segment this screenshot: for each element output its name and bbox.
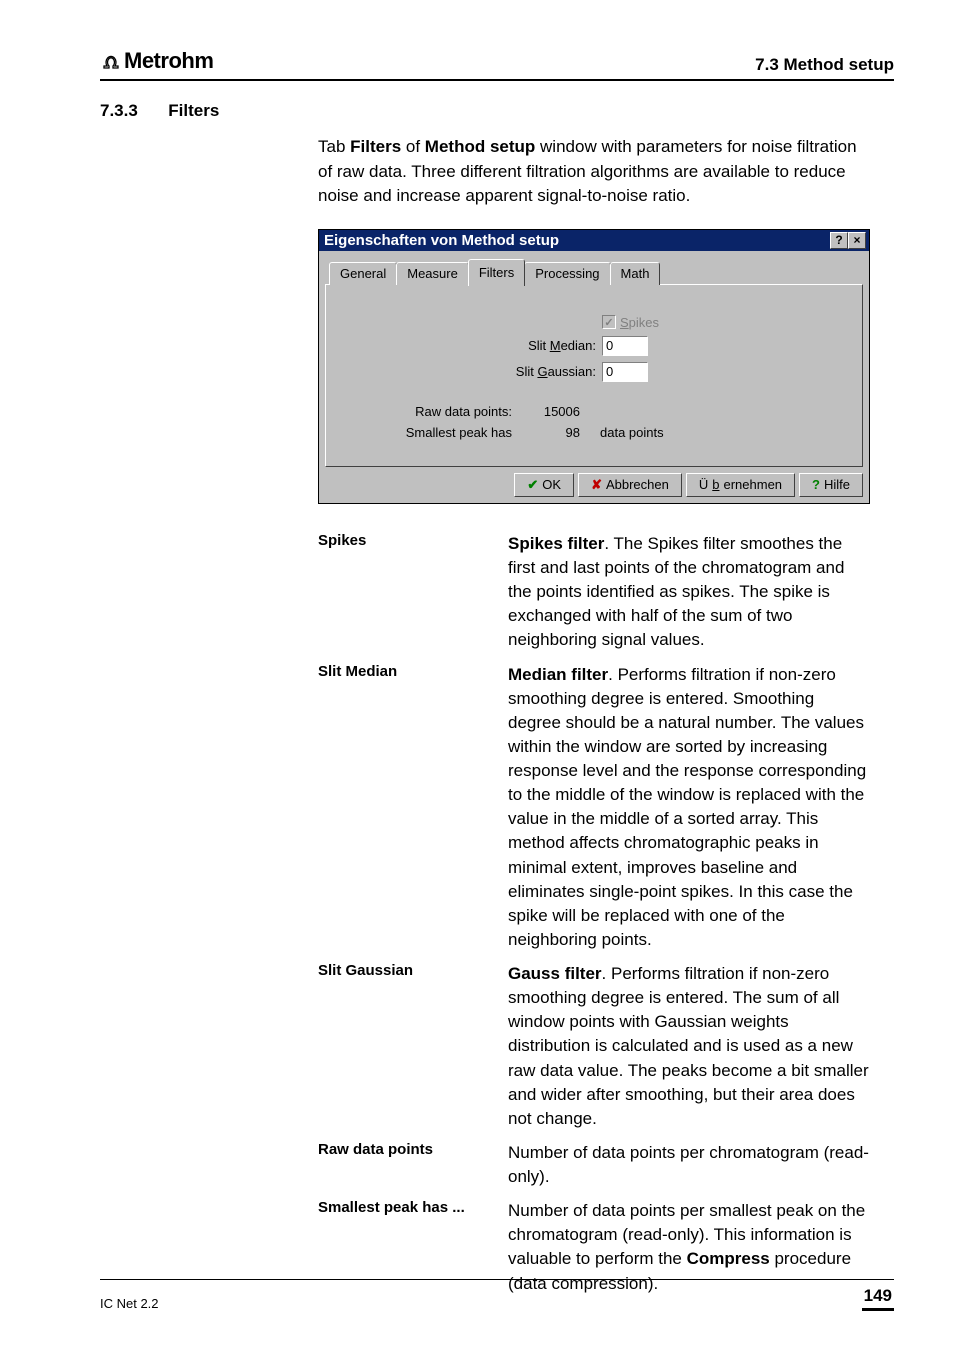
smallest-peak-label: Smallest peak has: [336, 425, 512, 440]
header-section-path: 7.3 Method setup: [755, 55, 894, 75]
tab-measure[interactable]: Measure: [396, 262, 469, 285]
check-icon: ✔: [527, 477, 538, 493]
filters-panel: ✓ Spikes Slit Median: 0 Slit Gaussian: 0: [325, 284, 863, 467]
def-spikes: Spikes Spikes filter. The Spikes filter …: [318, 532, 870, 653]
slit-gaussian-label: Slit Gaussian:: [336, 364, 596, 379]
page-number: 149: [862, 1286, 894, 1311]
def-slit-median: Slit Median Median filter. Performs filt…: [318, 663, 870, 953]
dialog-titlebar[interactable]: Eigenschaften von Method setup ? ×: [319, 230, 869, 251]
spikes-checkbox[interactable]: ✓ Spikes: [602, 315, 659, 330]
tab-general[interactable]: General: [329, 262, 397, 285]
omega-icon: [100, 52, 122, 70]
slit-median-input[interactable]: 0: [602, 336, 648, 356]
brand-text: Metrohm: [124, 48, 213, 74]
dialog-title: Eigenschaften von Method setup: [324, 232, 559, 249]
help-button[interactable]: ? Hilfe: [799, 473, 863, 497]
intro-paragraph: Tab Filters of Method setup window with …: [318, 135, 870, 209]
question-icon: ?: [812, 477, 820, 492]
def-raw-data-points: Raw data points Number of data points pe…: [318, 1141, 870, 1189]
footer-product: IC Net 2.2: [100, 1296, 159, 1311]
slit-median-label: Slit Median:: [336, 338, 596, 353]
def-slit-gaussian: Slit Gaussian Gauss filter. Performs fil…: [318, 962, 870, 1131]
titlebar-close-button[interactable]: ×: [848, 232, 866, 249]
tab-filters[interactable]: Filters: [468, 259, 525, 286]
raw-data-points-label: Raw data points:: [336, 404, 512, 419]
apply-button[interactable]: Übernehmen: [686, 473, 795, 497]
slit-gaussian-input[interactable]: 0: [602, 362, 648, 382]
method-setup-dialog: Eigenschaften von Method setup ? × Gener…: [318, 229, 870, 504]
titlebar-help-button[interactable]: ?: [830, 232, 848, 249]
tabs-row: General Measure Filters Processing Math: [325, 259, 863, 285]
smallest-peak-suffix: data points: [600, 425, 664, 440]
brand-logo: Metrohm: [100, 48, 213, 74]
tab-math[interactable]: Math: [610, 262, 661, 285]
cancel-button[interactable]: ✘ Abbrechen: [578, 473, 682, 497]
section-title: Filters: [168, 101, 219, 121]
x-icon: ✘: [591, 477, 602, 493]
definitions-list: Spikes Spikes filter. The Spikes filter …: [318, 532, 870, 1296]
smallest-peak-value: 98: [532, 425, 580, 440]
checkmark-icon: ✓: [602, 315, 616, 329]
ok-button[interactable]: ✔ OK: [514, 473, 574, 497]
tab-processing[interactable]: Processing: [524, 262, 610, 285]
section-number: 7.3.3: [100, 101, 138, 121]
raw-data-points-value: 15006: [532, 404, 580, 419]
